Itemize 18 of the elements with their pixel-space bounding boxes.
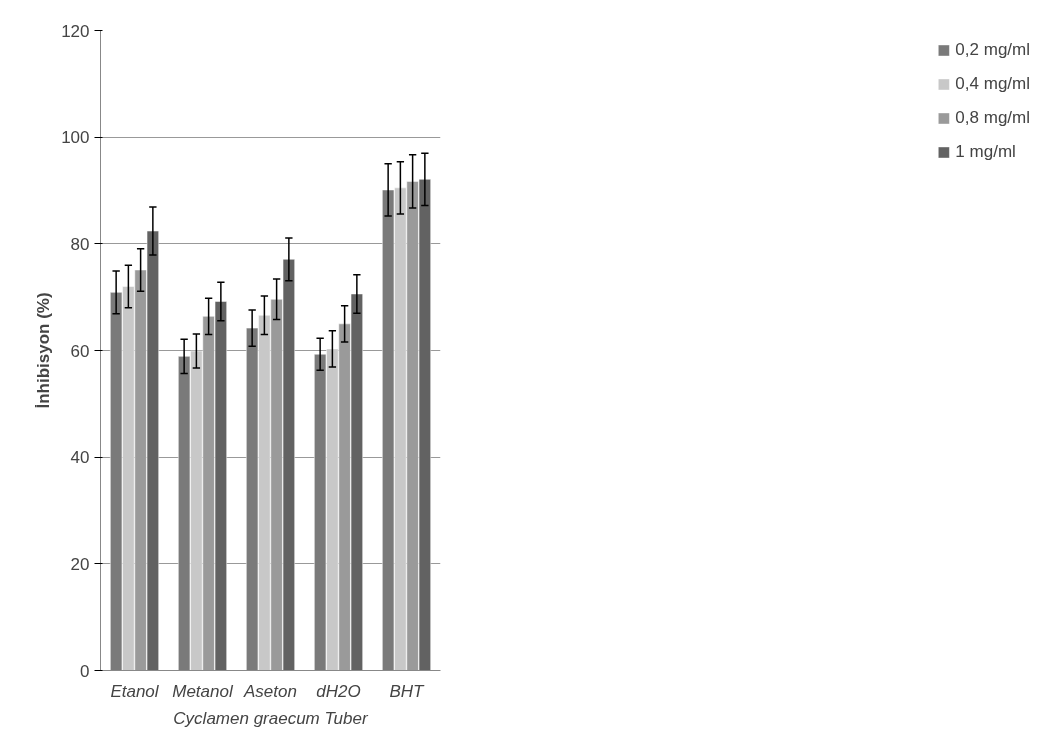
y-axis-title: İnhibisyon (%)	[34, 292, 54, 409]
x-tick-label: BHT	[389, 681, 426, 701]
x-tick-label: dH2O	[316, 681, 361, 701]
legend-label: 0,2 mg/ml	[955, 40, 1030, 60]
y-tick-label: 60	[70, 341, 90, 361]
y-tick-label: 120	[61, 21, 90, 41]
x-axis-title: Cyclamen graecum Tuber	[173, 708, 369, 728]
y-tick-label: 100	[61, 128, 90, 148]
x-tick-label: Aseton	[243, 681, 297, 701]
legend-label: 0,8 mg/ml	[955, 108, 1030, 128]
x-tick-label: Metanol	[172, 681, 234, 701]
y-tick-label: 20	[70, 554, 90, 574]
y-tick-label: 40	[70, 448, 90, 468]
x-tick-label: Etanol	[110, 681, 160, 701]
y-tick-label: 80	[70, 234, 90, 254]
legend-label: 0,4 mg/ml	[955, 74, 1030, 94]
legend-label: 1 mg/ml	[955, 142, 1016, 162]
y-tick-label: 0	[80, 661, 90, 681]
